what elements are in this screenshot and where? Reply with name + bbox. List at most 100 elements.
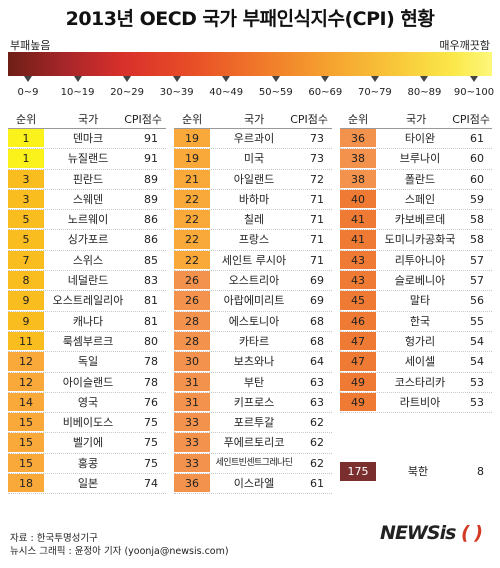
scale-tick (73, 76, 82, 82)
country-cell: 부탄 (243, 375, 265, 389)
scale-tick-label: 50~59 (258, 87, 293, 98)
rank-cell: 19 (174, 149, 210, 168)
column-header: 순위 국가 CPI점수 (174, 106, 332, 128)
table-row: 1 뉴질랜드 91 (8, 149, 166, 170)
country-cell: 노르웨이 (67, 213, 109, 227)
table-row: 41 카보베르데 58 (340, 210, 492, 231)
table-row: 9 오스트레일리아 81 (8, 291, 166, 312)
score-cell: 72 (310, 172, 324, 186)
score-cell: 78 (144, 355, 158, 369)
score-cell: 85 (144, 253, 158, 267)
header-divider (8, 128, 166, 129)
rank-cell: 41 (340, 230, 376, 249)
score-cell: 89 (144, 172, 158, 186)
score-cell: 80 (144, 334, 158, 348)
country-cell: 일본 (77, 477, 99, 491)
table-row: 38 폴란드 60 (340, 169, 492, 190)
score-cell: 58 (470, 213, 484, 227)
table-row: 3 핀란드 89 (8, 169, 166, 190)
score-cell: 81 (144, 294, 158, 308)
scale-tick-label: 0~9 (17, 87, 39, 98)
scale-tick (370, 76, 379, 82)
country-cell: 오스트레일리아 (52, 294, 124, 308)
score-cell: 91 (144, 132, 158, 145)
table-row: 26 오스트리아 69 (174, 271, 332, 292)
country-cell: 스웨덴 (72, 192, 104, 206)
score-cell: 56 (470, 294, 484, 308)
table-column-2: 순위 국가 CPI점수 19 우르과이 73 19 미국 73 21 아일랜드 72 22 바하마 7… (174, 106, 332, 495)
table-row: 1 덴마크 91 (8, 129, 166, 150)
scale-label-very-clean: 매우깨끗함 (439, 39, 490, 52)
rank-cell: 36 (174, 474, 210, 493)
country-cell: 이스라엘 (233, 477, 275, 491)
table-row: 28 에스토니아 68 (174, 311, 332, 332)
score-cell: 68 (310, 334, 324, 348)
table-row: 12 아이슬랜드 78 (8, 372, 166, 393)
table-row: 3 스웨덴 89 (8, 189, 166, 211)
rank-cell: 3 (8, 189, 44, 209)
header-rank: 순위 (182, 113, 203, 126)
table-row: 26 아랍에미리트 69 (174, 291, 332, 312)
scale-tick (321, 76, 330, 82)
country-cell: 브루나이 (399, 152, 441, 166)
rank-cell: 1 (8, 149, 44, 168)
country-cell: 아이슬랜드 (62, 375, 114, 389)
table-row: 18 일본 74 (8, 474, 166, 495)
country-cell: 리투아니아 (394, 253, 446, 267)
score-cell: 71 (310, 233, 324, 247)
table-row: 33 세인트빈센트그레나딘 62 (174, 453, 332, 475)
score-cell: 71 (310, 253, 324, 267)
table-row: 47 세이셀 54 (340, 352, 492, 373)
table-row: 38 브루나이 60 (340, 149, 492, 170)
table-row: 36 타이완 61 (340, 129, 492, 150)
scale-tick-label: 80~89 (407, 87, 442, 98)
country-cell: 헝가리 (404, 334, 436, 348)
score-cell: 86 (144, 213, 158, 227)
score-cell: 75 (144, 456, 158, 470)
header-divider (340, 128, 492, 129)
table-row: 41 도미니카공화국 58 (340, 230, 492, 251)
scale-tick-label: 70~79 (357, 87, 392, 98)
country-cell: 폴란드 (404, 172, 436, 186)
rank-cell: 47 (340, 352, 376, 371)
rank-cell: 9 (8, 311, 44, 330)
country-cell: 카보베르데 (394, 213, 446, 227)
rank-cell: 28 (174, 331, 210, 351)
score-cell: 68 (310, 314, 324, 328)
rank-cell: 15 (8, 413, 44, 432)
rank-cell: 11 (8, 331, 44, 351)
table-row: 22 칠레 71 (174, 210, 332, 231)
chart-title: 2013년 OECD 국가 부패인식지수(CPI) 현황 (65, 8, 435, 30)
country-cell: 한국 (409, 314, 431, 328)
table-row: 40 스페인 59 (340, 189, 492, 211)
table-row: 47 헝가리 54 (340, 331, 492, 353)
rank-cell: 43 (340, 250, 376, 270)
table-row: 19 미국 73 (174, 149, 332, 170)
country-cell: 스위스 (72, 253, 104, 267)
score-cell: 69 (310, 294, 324, 308)
country-cell: 슬로베니아 (394, 274, 446, 288)
country-cell: 세인트 루시아 (221, 253, 287, 267)
score-cell: 91 (144, 152, 158, 166)
rank-cell: 38 (340, 169, 376, 188)
score-cell: 76 (144, 395, 158, 409)
footer-credits: 자료 : 한국투명성기구 뉴시스 그래픽 : 윤정아 기자 (yoonja@ne… (10, 532, 229, 558)
table-row: 28 카타르 68 (174, 331, 332, 353)
rank-cell: 19 (174, 129, 210, 148)
country-cell: 네덜란드 (67, 274, 109, 288)
table-row: 49 코스타리카 53 (340, 372, 492, 393)
scale-tick-label: 10~19 (60, 87, 95, 98)
rank-cell: 49 (340, 392, 376, 412)
rank-cell: 8 (8, 271, 44, 290)
country-cell: 말타 (409, 294, 431, 308)
score-cell: 89 (144, 192, 158, 206)
score-cell: 8 (477, 465, 484, 478)
country-cell: 타이완 (404, 132, 436, 145)
header-score: CPI점수 (124, 113, 162, 126)
column-header: 순위 국가 CPI점수 (8, 106, 166, 128)
score-cell: 74 (144, 477, 158, 491)
country-cell: 스페인 (404, 192, 436, 206)
table-row: 7 스위스 85 (8, 250, 166, 272)
table-row: 21 아일랜드 72 (174, 169, 332, 190)
credit-text: 뉴시스 그래픽 : 윤정아 기자 (yoonja@newsis.com) (10, 546, 229, 557)
